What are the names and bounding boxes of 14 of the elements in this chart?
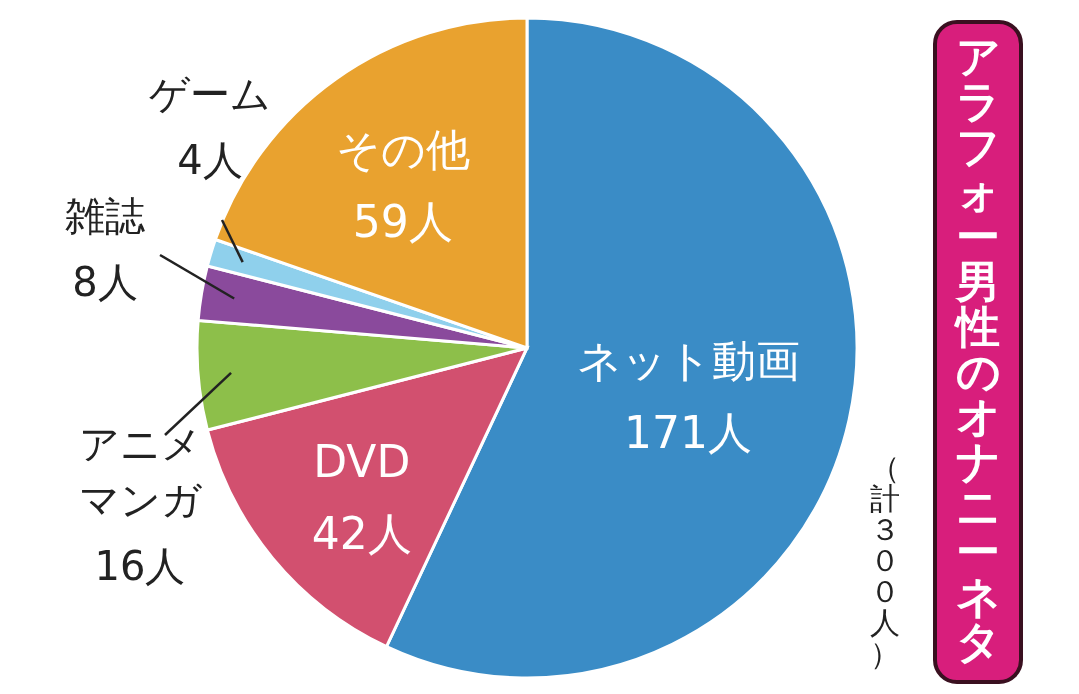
slice-label: DVD [313, 435, 411, 487]
data-label: 8人 [72, 259, 138, 305]
slice-label: 雑誌 [65, 193, 145, 239]
data-label: 171人 [624, 406, 753, 458]
data-label: 4人 [177, 137, 243, 183]
slice-label: ゲーム [149, 71, 271, 117]
text: （計３００人） [870, 450, 900, 671]
slice-label: アニメマンガ [78, 421, 203, 523]
slice-label: その他 [335, 124, 470, 176]
slice-label: ネット動画 [576, 334, 800, 386]
data-label: 16人 [94, 543, 186, 589]
data-label: 59人 [352, 196, 453, 248]
chart-title: アラフォー男性のオナニーネタ [955, 31, 1001, 667]
data-label: 42人 [311, 507, 412, 559]
